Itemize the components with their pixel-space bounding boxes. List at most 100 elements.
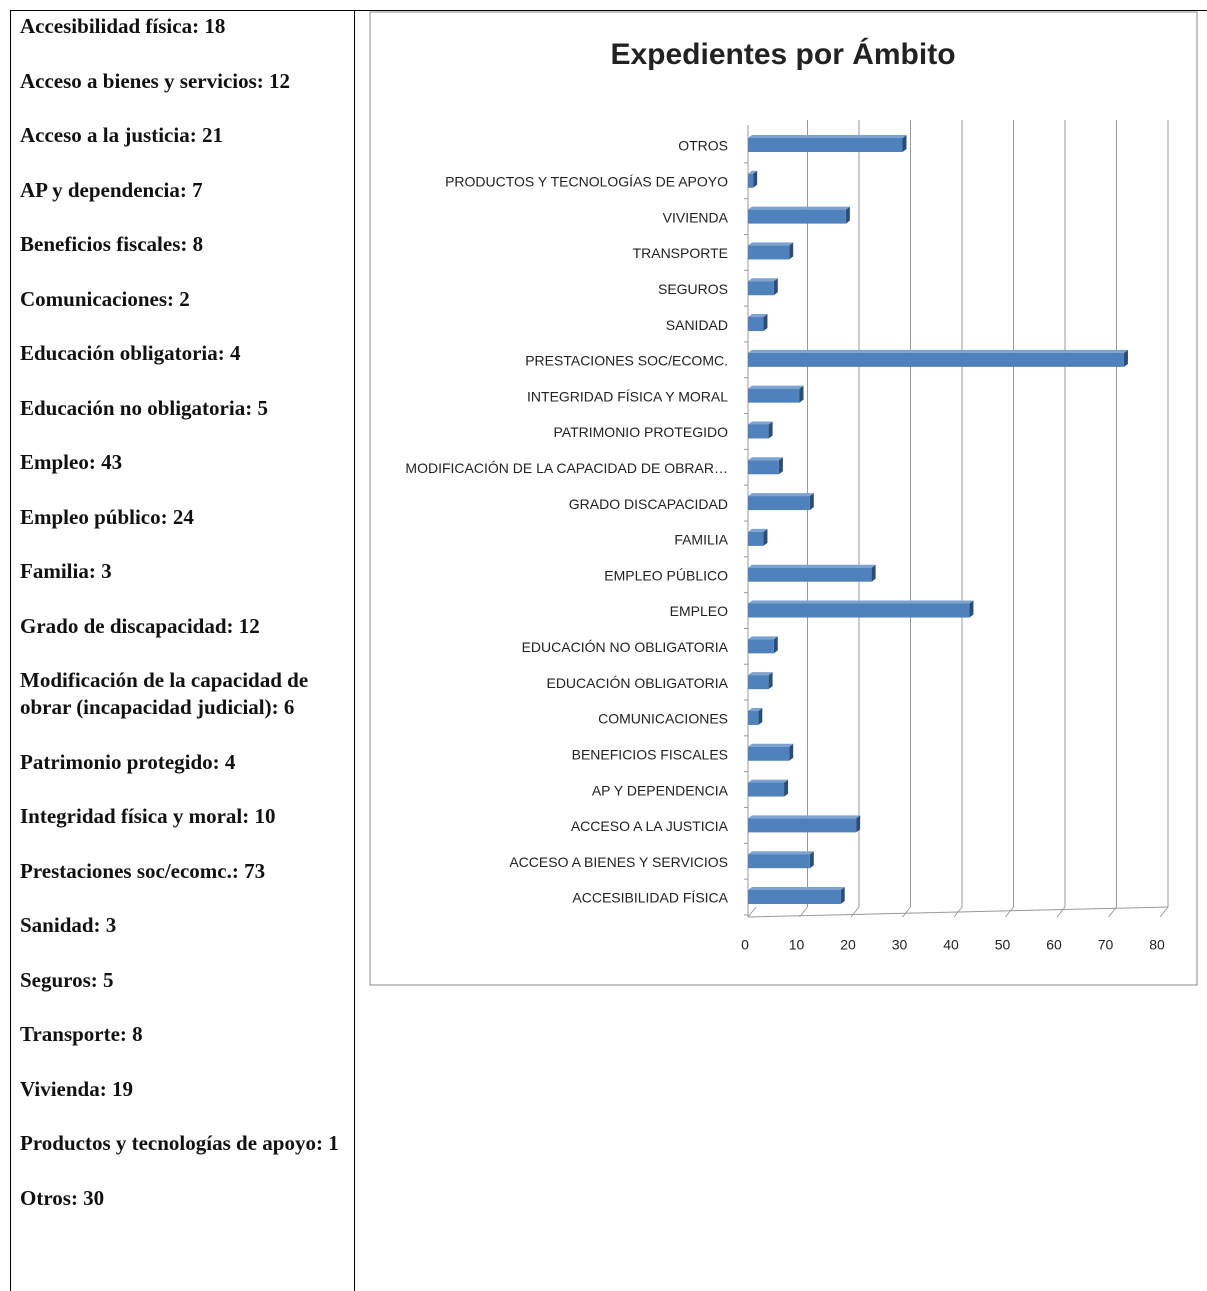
bar-side	[763, 314, 768, 332]
list-item: Otros: 30	[20, 1185, 105, 1210]
bar-side	[969, 600, 974, 618]
bar-side	[809, 493, 814, 511]
y-tick-label: SEGUROS	[658, 281, 728, 297]
tick-mark	[1005, 906, 1014, 918]
bar	[748, 567, 872, 582]
bar-top	[748, 421, 773, 425]
y-tick-label: EMPLEO	[670, 603, 728, 619]
bar	[748, 352, 1124, 367]
tick-mark	[747, 906, 757, 918]
list-item: Seguros: 5	[20, 967, 114, 992]
bar	[748, 639, 774, 654]
list-item: Empleo: 43	[20, 450, 123, 474]
bar-top	[748, 779, 789, 783]
list-item: Empleo público: 24	[20, 504, 194, 529]
axis	[747, 906, 1169, 918]
x-tick-label: 50	[995, 937, 1011, 953]
list: Accesibilidad física: 18 Acceso a bienes …	[11, 11, 340, 1212]
list-column: Accesibilidad física: 18 Acceso a bienes …	[10, 10, 355, 1291]
bar-side	[768, 672, 773, 690]
tick-mark	[1056, 906, 1066, 918]
list-item: Productos y tecnologías de apoyo: 1	[20, 1131, 339, 1155]
bar-top	[748, 278, 778, 282]
y-tick-label: SANIDAD	[666, 317, 728, 333]
bar-side	[799, 385, 804, 403]
bar-top	[748, 135, 907, 138]
bar	[748, 317, 764, 332]
bar-side	[1123, 349, 1128, 367]
bar	[748, 531, 764, 546]
bar	[748, 854, 810, 869]
y-tick-label: EDUCACIÓN OBLIGATORIA	[546, 675, 728, 691]
chart-title: Expedientes por Ámbito	[610, 37, 955, 71]
x-tick-label: 0	[741, 937, 749, 953]
bar-top	[748, 314, 768, 318]
y-tick-label: PRODUCTOS Y TECNOLOGÍAS DE APOYO	[445, 174, 728, 190]
tick-mark	[1159, 906, 1169, 918]
y-tick-label: MODIFICACIÓN DE LA CAPACIDAD DE OBRAR…	[405, 460, 728, 476]
bar	[748, 209, 846, 224]
list-item: Accesibilidad física: 18	[20, 14, 226, 38]
bar	[748, 460, 779, 475]
bar-top	[748, 349, 1128, 353]
bar-side	[789, 242, 794, 260]
bar-side	[763, 528, 768, 546]
y-tick-label: EDUCACIÓN NO OBLIGATORIA	[522, 639, 729, 655]
y-tick-label: OTROS	[678, 138, 728, 154]
y-tick-label: PRESTACIONES SOC/ECOMC.	[525, 353, 728, 369]
bar	[748, 675, 769, 690]
list-item: Transporte: 8	[20, 1022, 143, 1046]
list-item: Vivienda: 19	[20, 1076, 133, 1101]
list-item: Patrimonio protegido: 4	[20, 749, 236, 774]
y-tick-label: ACCESO A LA JUSTICIA	[571, 818, 729, 834]
list-item: Acceso a bienes y servicios: 12	[20, 68, 291, 93]
bar-side	[768, 421, 773, 439]
y-tick-label: COMUNICACIONES	[598, 711, 728, 727]
list-item: Acceso a la justicia: 21	[20, 123, 223, 147]
list-item: AP y dependencia: 7	[20, 177, 203, 202]
bar-side	[758, 707, 763, 725]
y-tick-label: VIVIENDA	[663, 209, 729, 225]
bar-side	[784, 779, 789, 797]
bar	[748, 138, 903, 152]
bar-top	[748, 170, 758, 174]
bar	[748, 710, 759, 725]
bar	[748, 245, 790, 260]
bar	[748, 603, 970, 618]
bar	[748, 890, 841, 904]
bar-top	[748, 242, 794, 246]
bar-top	[748, 600, 974, 604]
list-item: Prestaciones soc/ecomc.: 73	[20, 858, 266, 883]
list-item: Modificación de la capacidad de obrar (i…	[20, 668, 309, 719]
y-tick-label: ACCESIBILIDAD FÍSICA	[572, 890, 728, 906]
y-tick-label: TRANSPORTE	[633, 245, 728, 261]
list-item: Grado de discapacidad: 12	[20, 613, 260, 638]
bar-side	[856, 815, 861, 833]
bar-top	[748, 636, 778, 640]
bar-side	[773, 636, 778, 654]
bar-side	[789, 743, 794, 761]
tick-mark	[902, 906, 911, 918]
bar-side	[845, 206, 850, 224]
rule	[355, 10, 1207, 11]
y-tick-label: PATRIMONIO PROTEGIDO	[554, 424, 729, 440]
bar-side	[778, 457, 783, 475]
bar-top	[748, 743, 794, 747]
tick-mark	[850, 906, 860, 918]
y-tick-label: ACCESO A BIENES Y SERVICIOS	[509, 854, 728, 870]
bar-top	[748, 851, 814, 855]
bar	[748, 281, 774, 296]
bar-side	[753, 170, 758, 188]
list-item: Educación no obligatoria: 5	[20, 395, 268, 420]
bar-top	[748, 528, 768, 532]
x-tick-label: 60	[1046, 937, 1062, 953]
bar-side	[840, 887, 845, 904]
list-item: Integridad física y moral: 10	[20, 804, 276, 828]
bar	[748, 818, 857, 833]
bar-side	[809, 851, 814, 869]
bar-side	[871, 564, 876, 582]
bar-top	[748, 672, 773, 676]
bar	[748, 424, 769, 439]
chart-frame	[369, 11, 1198, 986]
